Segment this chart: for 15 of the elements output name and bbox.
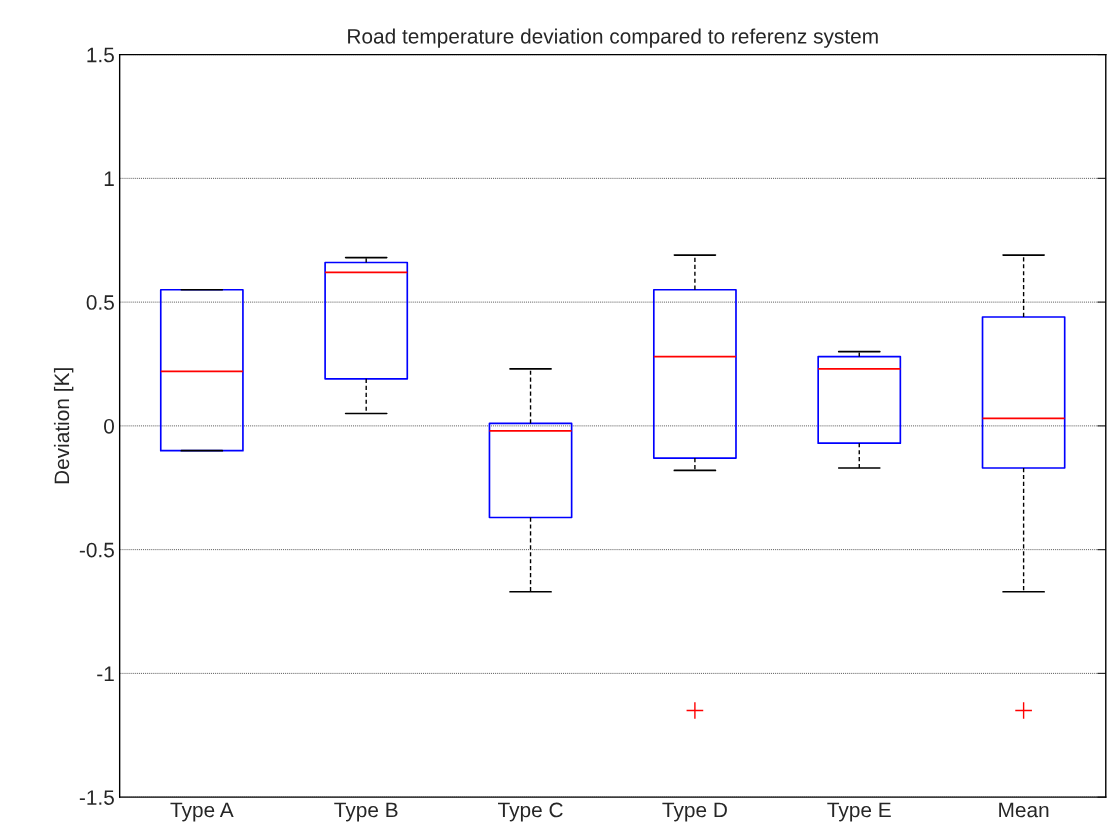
x-tick-label: Type D xyxy=(662,802,727,822)
y-tick-label: 1 xyxy=(104,171,114,186)
y-tick-label: -1 xyxy=(97,666,114,681)
x-tick-label: Mean xyxy=(999,802,1049,818)
y-tick-label: 1.5 xyxy=(87,47,114,63)
y-tick-label: 0.5 xyxy=(86,295,114,310)
y-tick-label: -0.5 xyxy=(79,542,114,558)
y-axis-title: Deviation [K] xyxy=(53,368,74,484)
chart-title: Road temperature deviation compared to referenz system xyxy=(348,28,878,48)
y-tick-label: -1.5 xyxy=(79,790,114,805)
x-tick-label: Type E xyxy=(827,802,891,822)
x-tick-label: Type C xyxy=(498,802,563,822)
x-tick-label: Type B xyxy=(334,802,398,822)
y-tick-label: 0 xyxy=(104,418,114,434)
x-tick-label: Type A xyxy=(170,802,234,822)
